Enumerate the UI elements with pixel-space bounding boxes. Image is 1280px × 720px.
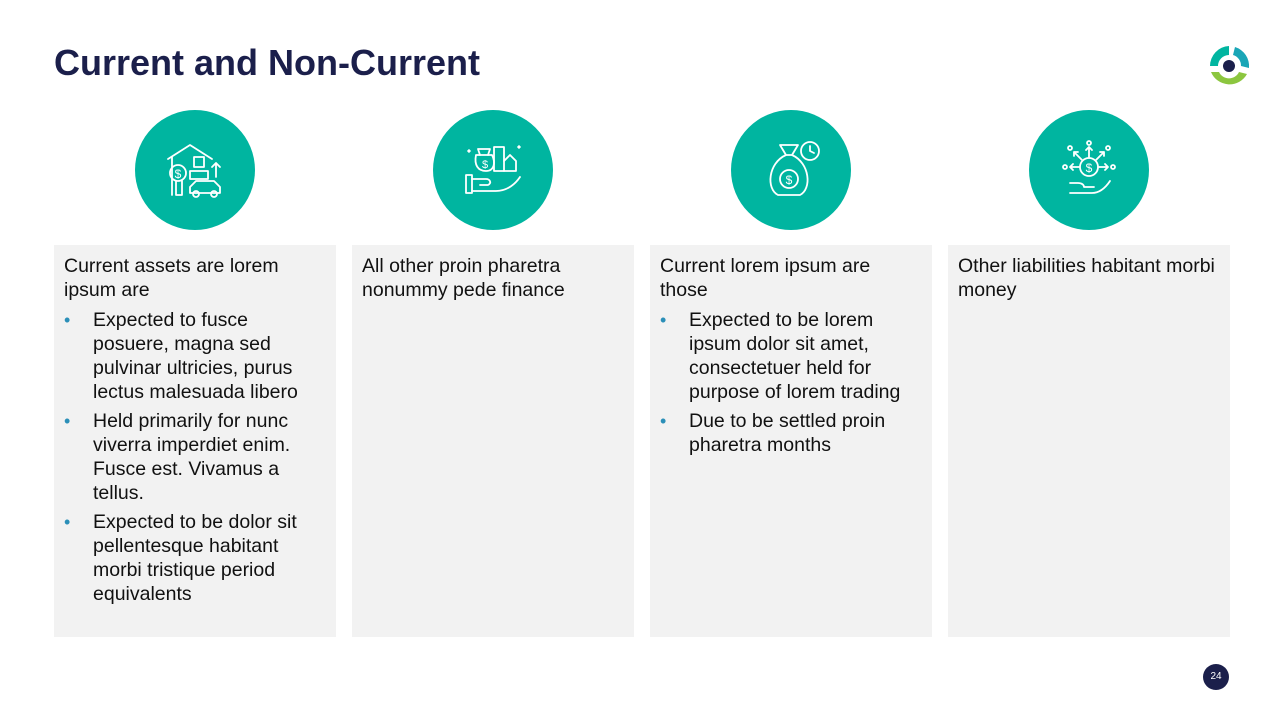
hand-dollar-arrows-icon: $ <box>1062 140 1116 194</box>
money-bag-clock-icon: $ <box>769 141 820 196</box>
bullet-list: Expected to be lorem ipsum dolor sit ame… <box>660 308 922 457</box>
list-item: Expected to be lorem ipsum dolor sit ame… <box>660 308 922 404</box>
svg-text:$: $ <box>175 167 182 181</box>
card-current-liabilities: Current lorem ipsum are those Expected t… <box>650 245 932 637</box>
assets-house-car-icon: $ <box>167 144 221 198</box>
card-other-assets: All other proin pharetra nonummy pede fi… <box>352 245 634 637</box>
svg-text:$: $ <box>786 173 793 187</box>
card-lead: Current assets are lorem ipsum are <box>64 255 279 301</box>
current-liabilities-circle: $ <box>731 110 851 230</box>
bullet-list: Expected to fusce posuere, magna sed pul… <box>64 308 326 606</box>
company-logo <box>1210 46 1250 85</box>
list-item: Due to be settled proin pharetra months <box>660 409 922 457</box>
other-liabilities-circle: $ <box>1029 110 1149 230</box>
card-lead: Other liabilities habitant morbi money <box>958 255 1215 301</box>
page-number: 24 <box>1203 664 1229 690</box>
card-lead: Current lorem ipsum are those <box>660 255 871 301</box>
card-lead: All other proin pharetra nonummy pede fi… <box>362 255 565 301</box>
card-current-assets: Current assets are lorem ipsum are Expec… <box>54 245 336 637</box>
svg-text:$: $ <box>482 159 488 171</box>
list-item: Held primarily for nunc viverra imperdie… <box>64 409 326 505</box>
non-current-assets-circle: $ <box>433 110 553 230</box>
card-other-liabilities: Other liabilities habitant morbi money <box>948 245 1230 637</box>
list-item: Expected to fusce posuere, magna sed pul… <box>64 308 326 404</box>
slide-title: Current and Non-Current <box>54 42 480 83</box>
list-item: Expected to be dolor sit pellentesque ha… <box>64 510 326 606</box>
assets-circle: $ <box>135 110 255 230</box>
svg-text:$: $ <box>1086 161 1093 175</box>
hand-holding-property-icon: $ <box>465 145 521 194</box>
